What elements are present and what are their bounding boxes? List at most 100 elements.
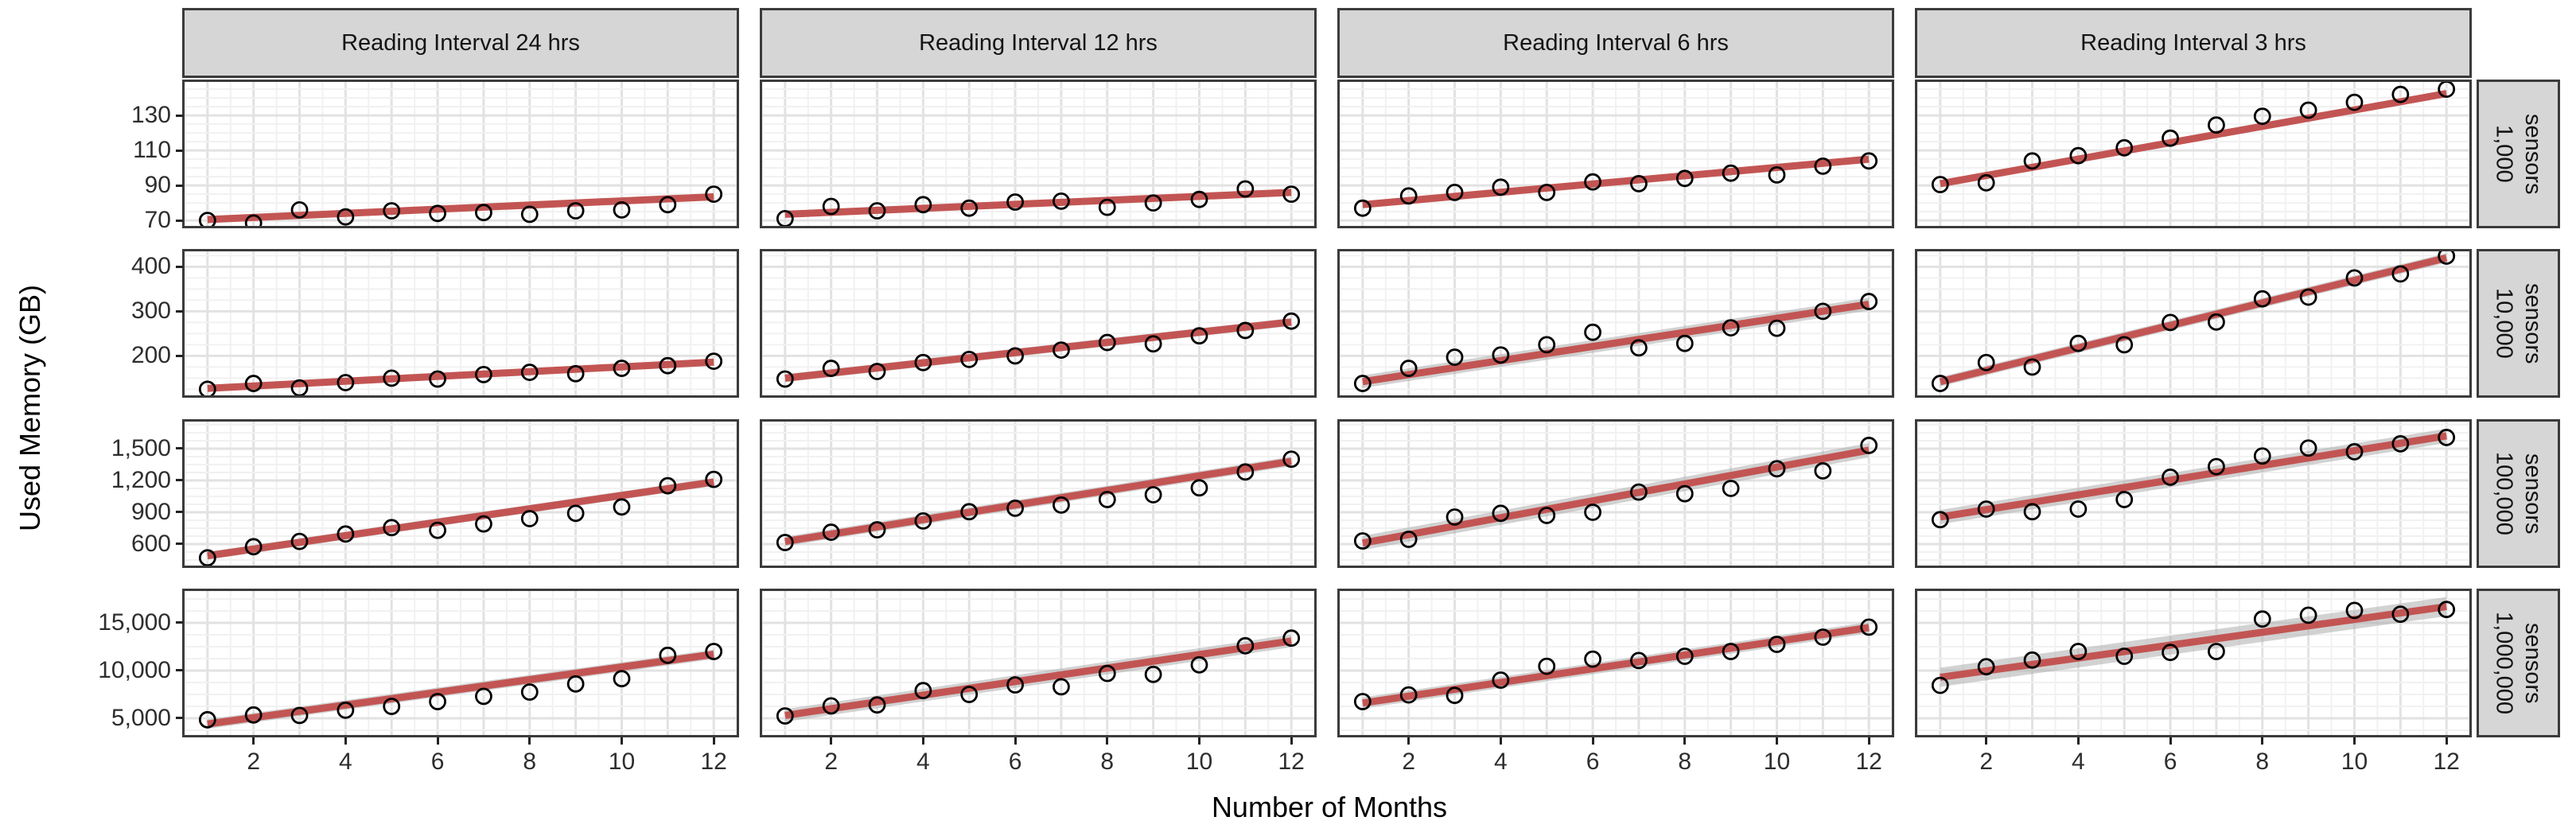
x-tick-label: 6 <box>1008 749 1022 775</box>
y-axis-title: Used Memory (GB) <box>14 284 46 532</box>
data-point <box>1446 348 1464 366</box>
data-point <box>2253 107 2271 126</box>
data-point <box>2391 435 2410 453</box>
data-point <box>244 538 263 556</box>
data-point <box>1446 508 1464 526</box>
facet-column-strip: Reading Interval 24 hrs <box>182 8 739 78</box>
y-tick-mark <box>176 309 183 313</box>
panel-plot <box>1340 591 1892 735</box>
y-tick-mark <box>176 219 183 222</box>
x-tick-label: 2 <box>247 749 260 775</box>
data-point <box>914 196 932 214</box>
x-tick-mark <box>1499 737 1502 745</box>
data-point <box>1768 636 1786 653</box>
data-point <box>429 693 446 710</box>
x-tick-label: 10 <box>2341 749 2368 775</box>
data-point <box>1492 671 1510 689</box>
y-tick-label: 1,500 <box>111 434 171 461</box>
regression-line <box>1362 300 1870 386</box>
data-point <box>776 707 794 725</box>
x-tick-label: 6 <box>1586 749 1600 775</box>
data-point <box>383 698 401 715</box>
data-point <box>1584 650 1601 668</box>
data-point <box>429 370 446 388</box>
data-point <box>2069 500 2088 518</box>
data-point <box>914 353 932 371</box>
data-point <box>290 532 309 550</box>
facet-panel <box>1337 589 1894 737</box>
panel-plot <box>762 82 1314 226</box>
data-point <box>914 682 932 700</box>
data-point <box>475 365 492 383</box>
facet-row-strip-label: 1,000 sensors <box>2491 113 2546 195</box>
x-tick-label: 4 <box>916 749 930 775</box>
y-tick-label: 300 <box>130 298 171 325</box>
data-point <box>2438 82 2456 98</box>
data-point <box>960 503 979 521</box>
data-point <box>2208 457 2225 476</box>
data-point <box>868 521 886 539</box>
facet-panel <box>760 80 1317 228</box>
data-point <box>1282 629 1301 648</box>
data-point <box>2391 605 2410 624</box>
y-tick-label: 70 <box>144 207 171 234</box>
data-point <box>1722 643 1740 660</box>
data-point <box>337 701 355 719</box>
panel-plot <box>762 591 1314 735</box>
facet-panel <box>182 589 739 737</box>
data-point <box>1584 323 1601 341</box>
data-point <box>2162 129 2179 147</box>
data-point <box>1353 199 1372 217</box>
data-point <box>429 521 446 539</box>
data-point <box>1353 532 1372 550</box>
panel-plot <box>185 251 737 395</box>
data-point <box>290 200 309 219</box>
facet-row-strip: 1,000,000 sensors <box>2477 589 2560 737</box>
panel-plot <box>1340 422 1892 566</box>
regression-line <box>1940 603 2447 681</box>
data-point <box>1977 658 1995 676</box>
data-point <box>244 706 263 724</box>
y-tick-mark <box>176 717 183 720</box>
y-tick-mark <box>176 447 183 450</box>
data-point <box>1860 293 1878 310</box>
data-point <box>1675 484 1694 503</box>
facet-row-strip: 10,000 sensors <box>2477 249 2560 398</box>
x-tick-label: 4 <box>2072 749 2085 775</box>
data-point <box>1538 336 1556 354</box>
data-point <box>383 202 401 220</box>
x-tick-label: 12 <box>700 749 727 775</box>
facet-panel <box>760 249 1317 398</box>
data-point <box>776 210 794 226</box>
y-tick-mark <box>176 265 183 268</box>
data-point <box>1538 183 1556 201</box>
data-point <box>705 470 723 488</box>
data-point <box>520 683 539 701</box>
data-point <box>1630 483 1648 501</box>
data-point <box>475 687 492 706</box>
data-point <box>1236 636 1255 655</box>
data-point <box>2162 469 2179 486</box>
data-point <box>1399 187 1418 205</box>
data-point <box>1446 686 1464 705</box>
data-point <box>1053 341 1070 359</box>
data-point <box>2299 101 2317 119</box>
panel-plot <box>762 422 1314 566</box>
facet-panel <box>1915 589 2472 737</box>
data-point <box>1144 194 1162 212</box>
data-point <box>1814 158 1832 175</box>
regression-line <box>1362 155 1870 208</box>
panel-plot <box>1917 422 2469 566</box>
y-tick-label: 600 <box>130 530 171 557</box>
data-point <box>1098 491 1116 508</box>
x-tick-label: 2 <box>1979 749 1993 775</box>
x-tick-label: 2 <box>1402 749 1415 775</box>
regression-line <box>1362 624 1870 707</box>
facet-panel <box>182 249 739 398</box>
data-point <box>1931 176 1949 193</box>
x-tick-mark <box>2352 737 2356 745</box>
facet-column-strip: Reading Interval 12 hrs <box>760 8 1317 78</box>
data-point <box>1977 500 1995 518</box>
data-point <box>1098 333 1116 352</box>
data-point <box>475 204 492 222</box>
